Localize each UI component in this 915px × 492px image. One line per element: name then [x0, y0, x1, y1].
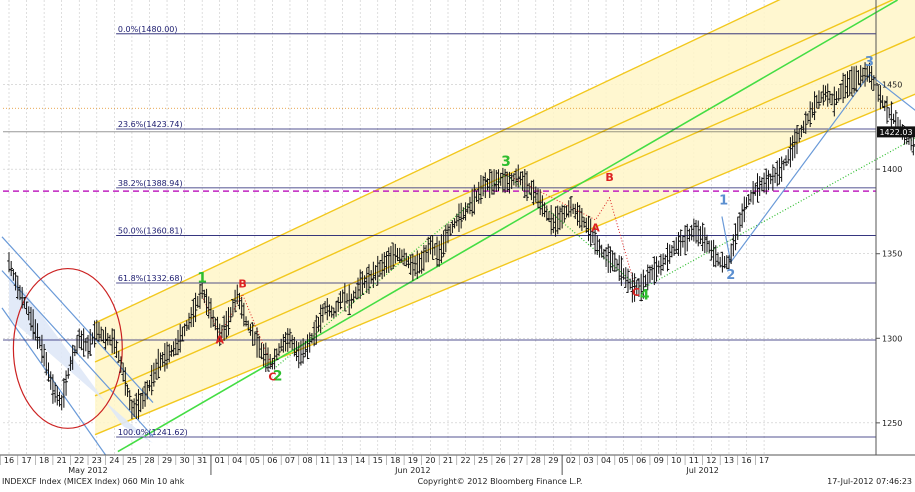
x-tick-label: 13 [338, 456, 348, 465]
x-tick-label: 15 [373, 456, 383, 465]
fibonacci-levels: 0.0%(1480.00) 23.6%(1423.74) 38.2%(1388.94… [3, 25, 876, 438]
wave-label-green: 3 [501, 154, 511, 170]
wave-label-red: B [605, 171, 613, 184]
wave-label-red: A [215, 333, 224, 346]
wave-label-red: C [632, 286, 640, 299]
x-tick-label: 31 [197, 456, 207, 465]
price-series [3, 62, 915, 420]
x-tick-label: 16 [4, 456, 14, 465]
x-tick-label: 14 [355, 456, 365, 465]
wave-label-green: 4 [640, 287, 650, 303]
channel-line [94, 93, 915, 436]
fib-label: 61.8%(1332.68) [118, 274, 183, 283]
x-tick-label: 01 [215, 456, 225, 465]
last-price-box [877, 126, 915, 138]
x-ticks: 16 17 18 21 22 23 24 25 28 29 30 31 01 04 05 06 07 08 11 13… [0, 455, 769, 475]
down-channel-line [1, 236, 154, 403]
wave-label-red: A [591, 222, 600, 235]
x-tick-label: 28 [531, 456, 541, 465]
x-tick-label: 17 [21, 456, 31, 465]
x-tick-label: 08 [302, 456, 312, 465]
wave-label-blue: 3 [865, 55, 874, 70]
wave-label-blue: 2 [726, 268, 735, 283]
x-tick-label: 30 [180, 456, 190, 465]
footer-right: 17-Jul-2012 07:46:23 [827, 477, 912, 486]
x-tick-label: 13 [724, 456, 734, 465]
x-tick-label: 11 [689, 456, 699, 465]
footer-left: INDEXCF Index (MICEX Index) 060 Min 10 a… [2, 477, 185, 486]
x-tick-label: 06 [267, 456, 277, 465]
x-tick-label: 17 [759, 456, 769, 465]
x-tick-label: 21 [443, 456, 453, 465]
wave-label-red: C [268, 371, 276, 384]
fib-label: 100.0%(1241.62) [118, 428, 188, 437]
wave-labels: 1234512345ABCABC [197, 55, 874, 385]
x-tick-label: 27 [513, 456, 523, 465]
x-tick-label: 23 [92, 456, 102, 465]
month-label: Jun 2012 [394, 466, 430, 475]
x-tick-label: 03 [583, 456, 593, 465]
last-price-tag: 1422.03 [877, 126, 915, 138]
y-tick-label: 1400 [882, 165, 902, 174]
x-tick-label: 05 [619, 456, 629, 465]
fib-label: 38.2%(1388.94) [118, 179, 183, 188]
y-tick-label: 1350 [882, 250, 902, 259]
y-tick-label: 1300 [882, 334, 902, 343]
x-tick-label: 19 [408, 456, 418, 465]
x-tick-label: 02 [566, 456, 576, 465]
x-tick-label: 29 [548, 456, 558, 465]
x-tick-label: 04 [232, 456, 242, 465]
last-price-text: 1422.03 [879, 128, 912, 137]
x-tick-label: 26 [496, 456, 506, 465]
channel-line [94, 36, 915, 397]
x-tick-label: 09 [654, 456, 664, 465]
down-channel-line [1, 307, 107, 456]
x-tick-label: 10 [671, 456, 681, 465]
y-tick-label: 1450 [882, 81, 902, 90]
green-wave-path [275, 137, 915, 368]
x-tick-label: 29 [162, 456, 172, 465]
x-tick-label: 04 [601, 456, 611, 465]
highlight-ellipse [12, 267, 123, 429]
fib-label: 23.6%(1423.74) [118, 120, 183, 129]
x-tick-label: 22 [460, 456, 470, 465]
x-tick-label: 05 [250, 456, 260, 465]
x-tick-label: 28 [144, 456, 154, 465]
x-tick-label: 18 [390, 456, 400, 465]
x-tick-label: 07 [285, 456, 295, 465]
x-tick-label: 20 [425, 456, 435, 465]
x-tick-label: 06 [636, 456, 646, 465]
x-tick-label: 21 [57, 456, 67, 465]
x-tick-label: 25 [127, 456, 137, 465]
x-tick-label: 18 [39, 456, 49, 465]
red-abc-path-2 [505, 173, 637, 290]
x-tick-label: 25 [478, 456, 488, 465]
channel-line [94, 0, 781, 324]
y-tick-label: 1250 [882, 419, 902, 428]
y-ticks: 1250 1300 1350 1400 1450 [876, 81, 902, 428]
fib-label: 0.0%(1480.00) [118, 25, 178, 34]
wave-label-red: B [238, 278, 246, 291]
month-label: Jul 2012 [685, 466, 719, 475]
support-trendline [117, 0, 898, 453]
footer: INDEXCF Index (MICEX Index) 060 Min 10 a… [2, 477, 912, 486]
wave-label-blue: 1 [719, 194, 728, 209]
x-tick-label: 12 [706, 456, 716, 465]
x-tick-label: 11 [320, 456, 330, 465]
x-tick-label: 22 [74, 456, 84, 465]
fib-label: 50.0%(1360.81) [118, 226, 183, 235]
footer-center: Copyright© 2012 Bloomberg Finance L.P. [418, 477, 583, 486]
wave-label-green: 2 [273, 369, 283, 385]
month-label: May 2012 [68, 466, 107, 475]
wave-label-green: 1 [197, 270, 207, 286]
x-tick-label: 16 [741, 456, 751, 465]
x-tick-label: 24 [109, 456, 119, 465]
